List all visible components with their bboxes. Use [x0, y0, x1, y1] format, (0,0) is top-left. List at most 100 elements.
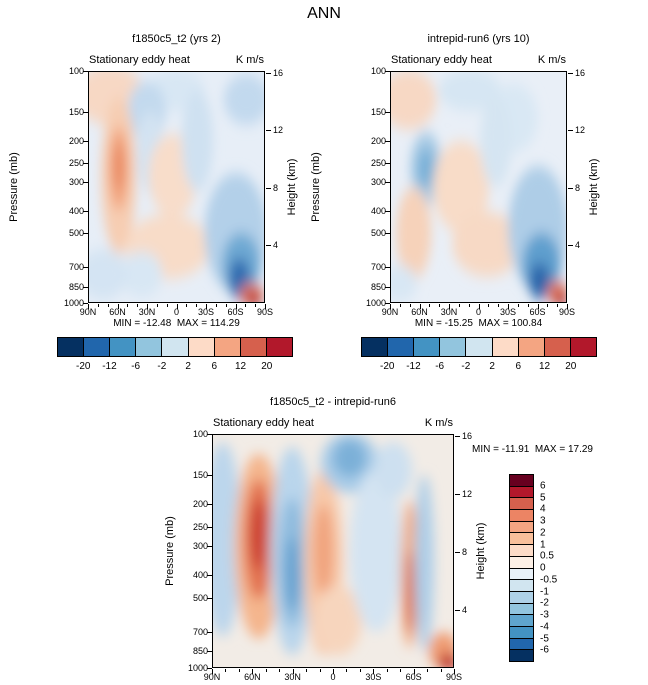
colorbar-segment: [510, 626, 533, 639]
tick-mark: [137, 304, 139, 307]
pressure-tick-label: 250: [192, 522, 208, 533]
colorbar-tick-label: -2: [461, 361, 471, 372]
pressure-tick-label: 250: [370, 158, 386, 169]
units-label: K m/s: [424, 417, 453, 429]
colorbar-segment: [510, 521, 533, 534]
colorbar-segment: [510, 591, 533, 604]
height-tick-label: 8: [462, 546, 468, 557]
pressure-tick-label: 1000: [187, 663, 208, 673]
contour-shapes: [89, 72, 264, 302]
pressure-tick-label: 1000: [63, 298, 84, 308]
latitude-tick-label: 60N: [109, 307, 126, 317]
pressure-tick-label: 500: [68, 228, 84, 239]
tick-mark: [88, 304, 89, 309]
pressure-tick-label: 100: [370, 66, 386, 76]
colorbar-tick-label: -1: [540, 586, 549, 597]
pressure-tick-label: 200: [370, 135, 386, 146]
tick-mark: [455, 435, 460, 437]
colorbar-tick-label: 6: [211, 361, 218, 372]
latitude-tick-label: 0: [330, 672, 336, 682]
pressure-tick-label: 300: [192, 540, 208, 551]
pressure-tick-label: 850: [192, 646, 208, 657]
plot-area: [390, 71, 567, 303]
tick-mark: [207, 668, 212, 669]
tick-mark: [225, 304, 227, 307]
pressure-axis-label: Pressure (mb): [164, 516, 176, 586]
tick-mark: [225, 669, 227, 672]
tick-mark: [176, 304, 178, 309]
tick-mark: [196, 304, 198, 307]
tick-mark: [478, 304, 480, 309]
tick-mark: [83, 71, 88, 72]
colorbar-tick-label: -4: [540, 621, 549, 633]
tick-mark: [292, 669, 294, 674]
height-tick-label: 8: [575, 182, 581, 193]
colorbar-segment: [84, 338, 111, 356]
tick-mark: [212, 669, 213, 674]
tick-mark: [252, 669, 254, 674]
latitude-tick-label: 60N: [411, 307, 428, 317]
colorbar-tick-label: -12: [102, 361, 117, 372]
pressure-tick-label: 400: [192, 569, 208, 580]
colorbar-segment: [510, 580, 533, 592]
pressure-tick-label: 400: [68, 205, 84, 216]
tick-mark: [455, 609, 460, 611]
pressure-tick-label: 300: [68, 176, 84, 187]
tick-mark: [537, 304, 539, 309]
colorbar-segment: [110, 338, 137, 356]
pressure-tick-label: 100: [68, 66, 84, 76]
tick-mark: [235, 304, 237, 309]
tick-mark: [83, 181, 88, 183]
height-tick-label: 12: [273, 125, 284, 136]
pressure-tick-label: 850: [68, 281, 84, 292]
tick-mark: [207, 597, 212, 599]
tick-mark: [83, 140, 88, 142]
tick-mark: [440, 669, 442, 672]
colorbar-tick-label: 6: [540, 480, 546, 492]
colorbar-tick-label: -6: [435, 361, 445, 372]
field-label: Stationary eddy heat: [89, 54, 190, 66]
tick-mark: [498, 304, 500, 307]
tick-mark: [333, 669, 334, 674]
tick-mark: [508, 304, 509, 309]
tick-mark: [83, 163, 88, 165]
colorbar-segment: [362, 338, 389, 356]
height-tick-label: 12: [575, 125, 586, 136]
latitude-tick-label: 30N: [440, 307, 458, 317]
tick-mark: [488, 304, 490, 307]
colorbar-segment: [510, 533, 533, 546]
height-tick-label: 16: [462, 430, 473, 441]
contour-shapes: [391, 72, 566, 302]
colorbar-segment: [388, 338, 415, 356]
tick-mark: [385, 71, 390, 72]
tick-mark: [454, 669, 455, 674]
colorbar-segments: [509, 474, 534, 662]
colorbar-segment: [240, 338, 267, 356]
latitude-tick-label: 90S: [256, 307, 274, 317]
tick-mark: [385, 286, 390, 288]
pressure-tick-label: 700: [192, 626, 208, 637]
tick-mark: [215, 304, 217, 307]
tick-mark: [207, 631, 212, 633]
tick-mark: [166, 304, 168, 307]
pressure-tick-label: 300: [370, 176, 386, 187]
height-axis-label: Height (km): [475, 522, 487, 580]
colorbar-segment: [510, 475, 533, 487]
height-tick-label: 16: [575, 67, 586, 78]
colorbar-tick-label: 20: [565, 361, 577, 372]
height-tick-label: 8: [273, 182, 279, 193]
tick-mark: [83, 111, 88, 113]
latitude-tick-label: 30N: [284, 672, 301, 682]
colorbar-tick-label: 0: [540, 562, 546, 574]
colorbar-tick-label: -2: [157, 361, 167, 372]
tick-mark: [385, 210, 390, 212]
colorbar-tick-label: 20: [261, 361, 273, 372]
latitude-tick-label: 30S: [499, 307, 517, 317]
tick-mark: [385, 233, 390, 235]
tick-mark: [359, 669, 361, 672]
tick-mark: [255, 304, 257, 307]
colorbar-segment: [440, 338, 467, 356]
colorbar-segment: [510, 510, 533, 522]
pressure-tick-label: 400: [370, 205, 386, 216]
units-label: K m/s: [235, 54, 264, 66]
